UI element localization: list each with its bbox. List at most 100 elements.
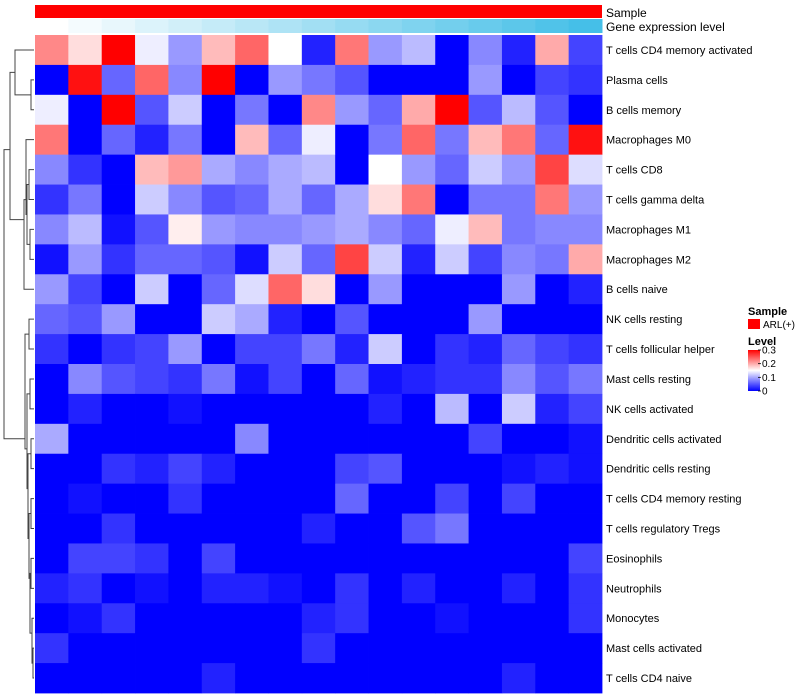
legend-sample-swatch xyxy=(748,319,760,329)
heatmap-cell xyxy=(501,334,536,365)
heatmap-cell xyxy=(268,64,303,96)
row-label: T cells CD8 xyxy=(606,165,663,177)
heatmap-cell xyxy=(101,573,136,604)
heatmap-cell xyxy=(535,304,570,335)
heatmap-cell xyxy=(368,304,403,335)
heatmap-cell xyxy=(401,124,436,156)
heatmap-cell xyxy=(335,64,369,96)
heatmap-cell xyxy=(135,154,169,185)
heatmap-cell xyxy=(435,573,469,604)
heatmap-cell xyxy=(135,35,169,66)
heatmap-cell xyxy=(35,453,69,485)
heatmap-cell xyxy=(135,543,169,574)
heatmap-cell xyxy=(301,214,336,245)
heatmap-cell xyxy=(535,64,570,96)
heatmap-cell xyxy=(68,304,103,335)
row-label: Macrophages M2 xyxy=(606,254,691,266)
annotation-gene-cell xyxy=(401,19,436,33)
heatmap-cell xyxy=(35,244,69,275)
heatmap-cell xyxy=(435,274,469,305)
heatmap-cell xyxy=(401,483,436,514)
row-label: T cells gamma delta xyxy=(606,195,705,207)
heatmap-cell xyxy=(335,214,369,245)
heatmap-cell xyxy=(301,244,336,275)
dendrogram-branch xyxy=(23,199,34,290)
row-label: Macrophages M0 xyxy=(606,135,691,147)
heatmap-cell xyxy=(68,35,103,66)
dendrogram-branch xyxy=(9,71,24,221)
row-label: Plasma cells xyxy=(606,75,668,87)
heatmap-cell xyxy=(168,334,203,365)
heatmap-cell xyxy=(68,334,103,365)
dendrogram-branch xyxy=(3,149,25,440)
heatmap-cell xyxy=(235,603,269,634)
legend-tick-label: 0.1 xyxy=(762,373,776,384)
dendrogram-branch xyxy=(31,617,34,664)
heatmap-cell xyxy=(235,483,269,514)
heatmap-cell xyxy=(301,633,336,664)
annotation-label-sample: Sample xyxy=(606,6,647,20)
heatmap-cell xyxy=(68,423,103,455)
heatmap-cell xyxy=(235,274,269,305)
heatmap-cell xyxy=(101,154,136,185)
dendrogram-branch xyxy=(24,333,29,450)
heatmap-cell xyxy=(68,483,103,514)
heatmap-cell xyxy=(68,94,103,126)
heatmap-cell xyxy=(468,603,503,634)
heatmap-cell xyxy=(468,184,503,215)
heatmap-cell xyxy=(535,603,570,634)
heatmap-cell xyxy=(68,244,103,275)
row-label: NK cells resting xyxy=(606,314,682,326)
dendrogram-branch xyxy=(26,393,30,490)
annotation-bars xyxy=(35,5,603,33)
heatmap-cell xyxy=(368,35,403,66)
heatmap-cell xyxy=(301,453,336,485)
heatmap-cell xyxy=(368,124,403,156)
heatmap-cell xyxy=(101,423,136,455)
heatmap-cell xyxy=(301,573,336,604)
heatmap-cell xyxy=(35,94,69,126)
heatmap-cell xyxy=(235,543,269,574)
heatmap-cell xyxy=(401,35,436,66)
heatmap-cell xyxy=(168,573,203,604)
heatmap-cell xyxy=(68,124,103,156)
annotation-gene-cell xyxy=(168,19,203,33)
heatmap-cell xyxy=(35,483,69,514)
heatmap-cell xyxy=(168,513,203,544)
dendrogram-branch xyxy=(29,572,32,634)
heatmap-cell xyxy=(235,304,269,335)
row-label: NK cells activated xyxy=(606,404,693,416)
heatmap-cell xyxy=(68,543,103,574)
row-labels: T cells CD4 memory activated Plasma cells… xyxy=(606,45,753,685)
heatmap-cell xyxy=(268,663,303,694)
heatmap-cell xyxy=(235,423,269,455)
heatmap-cell xyxy=(535,453,570,485)
heatmap-cell xyxy=(201,124,236,156)
heatmap-cell xyxy=(135,334,169,365)
heatmap-cell xyxy=(435,35,469,66)
heatmap-cell xyxy=(568,334,603,365)
annotation-gene-cell xyxy=(335,19,370,33)
heatmap-cell xyxy=(501,244,536,275)
heatmap-cell xyxy=(35,154,69,185)
heatmap-cell xyxy=(568,244,603,275)
heatmap-cell xyxy=(135,304,169,335)
heatmap-cell xyxy=(535,513,570,544)
row-label: Eosinophils xyxy=(606,553,663,565)
legend-color-bar xyxy=(748,350,760,391)
heatmap-cell xyxy=(268,124,303,156)
heatmap-cell xyxy=(235,35,269,66)
heatmap-cell xyxy=(501,393,536,425)
heatmap-cell xyxy=(535,573,570,604)
annotation-gene-cell xyxy=(301,19,336,33)
heatmap-cell xyxy=(501,423,536,455)
row-label: Monocytes xyxy=(606,613,660,625)
heatmap-cell xyxy=(201,214,236,245)
heatmap-cell xyxy=(401,513,436,544)
heatmap-cell xyxy=(301,543,336,574)
annotation-gene-cell xyxy=(35,19,69,33)
dendrogram-branch xyxy=(30,438,34,470)
heatmap-cell xyxy=(535,334,570,365)
heatmap-cell xyxy=(135,94,169,126)
row-label: T cells CD4 naive xyxy=(606,673,692,685)
